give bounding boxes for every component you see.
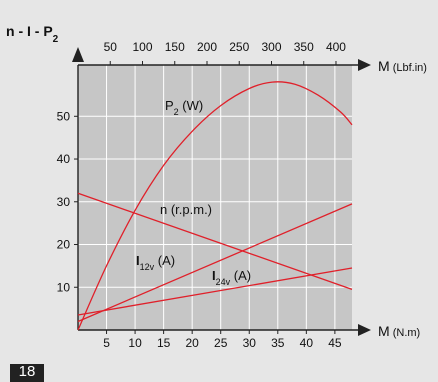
series-label-main: I [212, 268, 216, 283]
series-label-subscript: 24v [216, 277, 231, 287]
series-label-main: I [136, 253, 140, 268]
x-top-axis-arrow [358, 59, 371, 71]
torque-characteristic-chart: 5 10 15 20 25 30 35 40 45 10 20 30 40 50 50 100 150 200 25… [6, 23, 427, 382]
series-label-unit: (A) [154, 253, 175, 268]
series-line [77, 81, 353, 331]
chart-title: n - I - P2 [6, 23, 59, 45]
series-label: I12v (A) [136, 253, 175, 272]
x-top-tick-label: 350 [294, 40, 314, 54]
chart-title-subscript: 2 [53, 34, 59, 45]
series-label-main: n (r.p.m.) [160, 202, 212, 217]
series-line [77, 267, 353, 316]
series-label-subscript: 2 [174, 107, 179, 117]
series-label-unit: (A) [230, 268, 251, 283]
x-tick-label: 35 [271, 336, 285, 350]
page-number: 18 [10, 364, 44, 382]
series-lines [77, 81, 353, 331]
x-top-tick-label: 200 [197, 40, 217, 54]
x-top-tick-label: 100 [132, 40, 152, 54]
x-top-tick-label: 400 [326, 40, 346, 54]
y-tick-label: 50 [57, 109, 71, 123]
x-axis-title-label: M [378, 323, 390, 339]
x-tick-label: 20 [185, 336, 199, 350]
x-tick-label: 40 [300, 336, 314, 350]
x-top-tick-label: 150 [165, 40, 185, 54]
series-label-main: P [165, 98, 174, 113]
x-top-axis-title-unit: (Lbf.in) [390, 62, 427, 74]
series-line [77, 203, 353, 323]
x-tick-label: 5 [103, 336, 110, 350]
x-top-axis-title-label: M [378, 58, 390, 74]
x-tick-label: 30 [243, 336, 257, 350]
chart-title-main: n - I - P [6, 23, 53, 39]
x-axis-arrow [358, 324, 371, 336]
series-label: I24v (A) [212, 268, 251, 287]
y-axis-arrow [72, 47, 84, 62]
x-top-tick-label: 250 [229, 40, 249, 54]
y-tick-label: 30 [57, 195, 71, 209]
chart-canvas: 5 10 15 20 25 30 35 40 45 10 20 30 40 50 50 100 150 200 25… [6, 23, 427, 350]
x-top-tick-label: 300 [261, 40, 281, 54]
plot-background [78, 65, 352, 330]
series-label-subscript: 12v [140, 262, 155, 272]
y-tick-label: 10 [57, 280, 71, 294]
x-tick-label: 10 [128, 336, 142, 350]
series-label-unit: (W) [179, 98, 204, 113]
series-label: P2 (W) [165, 98, 203, 117]
axes [72, 47, 371, 336]
x-tick-label: 45 [328, 336, 342, 350]
chart-labels: 5 10 15 20 25 30 35 40 45 10 20 30 40 50 50 100 150 200 25… [6, 23, 427, 350]
x-axis-title-unit: (N.m) [390, 327, 421, 339]
y-tick-label: 20 [57, 238, 71, 252]
x-top-tick-label: 50 [104, 40, 118, 54]
x-tick-label: 15 [157, 336, 171, 350]
x-tick-label: 25 [214, 336, 228, 350]
x-top-axis-title: M (Lbf.in) [378, 58, 427, 74]
series-line [77, 192, 353, 291]
gridlines [78, 65, 352, 330]
series-label: n (r.p.m.) [160, 202, 212, 217]
x-axis-title: M (N.m) [378, 323, 420, 339]
y-tick-label: 40 [57, 152, 71, 166]
